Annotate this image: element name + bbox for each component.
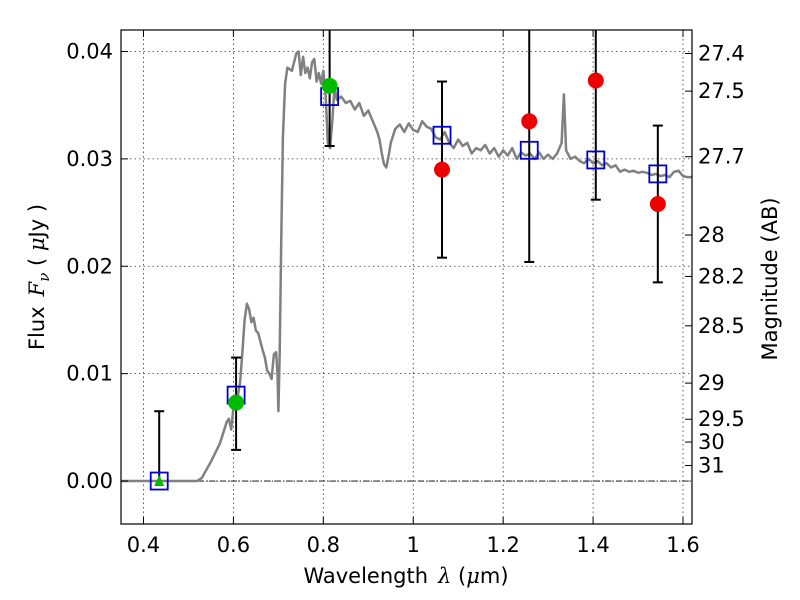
observed-photometry-points	[154, 72, 666, 487]
x-tick-label: 1.6	[666, 533, 699, 557]
magnitude-tick-label: 28.2	[698, 264, 745, 288]
y-axis-ticks: 0.00 0.01 0.02 0.03 0.04	[66, 39, 128, 493]
magnitude-tick-label: 27.4	[698, 42, 745, 66]
sed-model-curve	[121, 50, 692, 483]
y-tick-label: 0.03	[66, 147, 113, 171]
x-tick-label: 1	[407, 533, 420, 557]
y-axis-flux-symbol: F	[25, 280, 49, 297]
upper-limit-marker	[154, 475, 165, 487]
model-photometry-square	[648, 164, 668, 184]
ir-photometry-point	[434, 161, 451, 178]
magnitude-tick-label: 29.5	[698, 407, 745, 431]
x-axis-label: Wavelength λ (μm)	[303, 564, 508, 588]
detection-point	[228, 394, 245, 411]
y-axis-mu: μ	[25, 237, 49, 251]
model-photometry-square	[149, 471, 169, 491]
magnitude-axis-label: Magnitude (AB)	[758, 197, 782, 360]
y-tick-label: 0.04	[66, 39, 113, 63]
x-tick-label: 1.4	[576, 533, 609, 557]
model-photometry-square	[432, 125, 452, 145]
magnitude-tick-label: 28.5	[698, 314, 745, 338]
magnitude-tick-label: 27.5	[698, 79, 745, 103]
x-axis-unit-open: (	[451, 564, 466, 588]
magnitude-tick-label: 31	[698, 454, 725, 478]
y-axis-unit-rest: Jy )	[25, 204, 49, 240]
y-axis-label-text: Flux	[25, 306, 49, 350]
magnitude-tick-label: 28	[698, 223, 725, 247]
x-axis-lambda: λ	[437, 564, 451, 588]
grid-lines	[121, 30, 692, 524]
x-axis-mu: μ	[466, 564, 480, 588]
y-tick-label: 0.02	[66, 254, 113, 278]
magnitude-tick-label: 27.7	[698, 145, 745, 169]
ir-photometry-point	[649, 195, 666, 212]
y-axis-label: Flux Fν ( μJy )	[25, 204, 53, 350]
ir-photometry-point	[521, 113, 538, 130]
error-bars	[154, 30, 663, 482]
magnitude-tick-label: 29	[698, 371, 725, 395]
x-axis-ticks: 0.4 0.6 0.8 1 1.2 1.4 1.6	[127, 30, 700, 557]
model-photometry-square	[586, 150, 606, 170]
y-axis-unit-open: (	[25, 251, 49, 273]
x-tick-label: 0.4	[127, 533, 160, 557]
x-tick-label: 1.2	[486, 533, 519, 557]
model-photometry-square	[519, 140, 539, 160]
detection-point	[321, 77, 338, 94]
y-tick-label: 0.01	[66, 362, 113, 386]
y-tick-label: 0.00	[66, 469, 113, 493]
x-tick-label: 0.8	[307, 533, 340, 557]
magnitude-tick-label: 30	[698, 430, 725, 454]
ir-photometry-point	[587, 72, 604, 89]
y-axis-flux-subscript: ν	[35, 273, 53, 282]
x-tick-label: 0.6	[217, 533, 250, 557]
x-axis-label-text: Wavelength	[303, 564, 428, 588]
plot-frame	[120, 29, 693, 525]
x-axis-unit-rest: m)	[480, 564, 509, 588]
model-photometry-squares	[149, 87, 668, 491]
